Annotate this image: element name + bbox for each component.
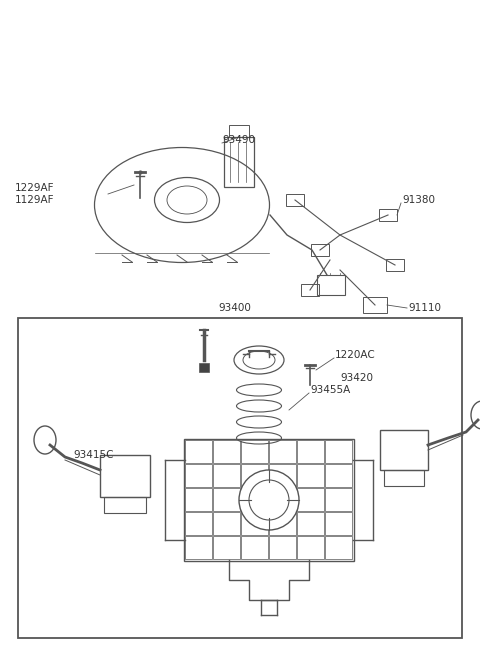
Bar: [213, 536, 240, 559]
Bar: [297, 440, 324, 463]
Bar: [269, 512, 296, 535]
Text: 1220AC: 1220AC: [335, 350, 376, 360]
Bar: [100, 455, 150, 497]
Text: 1129AF: 1129AF: [15, 195, 55, 205]
Bar: [297, 512, 324, 535]
Bar: [286, 194, 304, 206]
Bar: [269, 464, 296, 487]
Bar: [380, 430, 428, 470]
Bar: [104, 497, 146, 513]
Text: 93490: 93490: [222, 135, 255, 145]
Bar: [325, 512, 352, 535]
Text: 93455A: 93455A: [310, 385, 350, 395]
Bar: [384, 470, 424, 486]
Text: 93400: 93400: [218, 303, 251, 313]
Bar: [185, 464, 212, 487]
Text: 93415C: 93415C: [73, 450, 113, 460]
Bar: [311, 244, 329, 256]
Bar: [325, 536, 352, 559]
Bar: [229, 125, 249, 137]
Bar: [297, 464, 324, 487]
Bar: [213, 440, 240, 463]
Text: 91110: 91110: [408, 303, 441, 313]
Bar: [269, 440, 296, 463]
Bar: [297, 488, 324, 511]
Bar: [185, 440, 212, 463]
Bar: [241, 512, 268, 535]
Bar: [363, 297, 387, 313]
Bar: [185, 488, 212, 511]
Bar: [325, 488, 352, 511]
Bar: [297, 536, 324, 559]
Bar: [241, 464, 268, 487]
Bar: [184, 439, 354, 561]
Bar: [213, 488, 240, 511]
Bar: [269, 536, 296, 559]
Bar: [269, 488, 296, 511]
Text: 1229AF: 1229AF: [15, 183, 55, 193]
Bar: [213, 464, 240, 487]
Bar: [185, 512, 212, 535]
Bar: [301, 284, 319, 296]
Bar: [241, 440, 268, 463]
Circle shape: [239, 470, 299, 530]
Bar: [379, 209, 397, 221]
Text: 91380: 91380: [402, 195, 435, 205]
Text: 93420: 93420: [340, 373, 373, 383]
Bar: [241, 488, 268, 511]
Bar: [199, 363, 209, 372]
Bar: [241, 536, 268, 559]
Bar: [18, 318, 462, 638]
Bar: [224, 137, 254, 187]
Bar: [317, 275, 345, 295]
Bar: [213, 512, 240, 535]
Bar: [185, 536, 212, 559]
Bar: [386, 259, 404, 271]
Bar: [325, 440, 352, 463]
Bar: [325, 464, 352, 487]
